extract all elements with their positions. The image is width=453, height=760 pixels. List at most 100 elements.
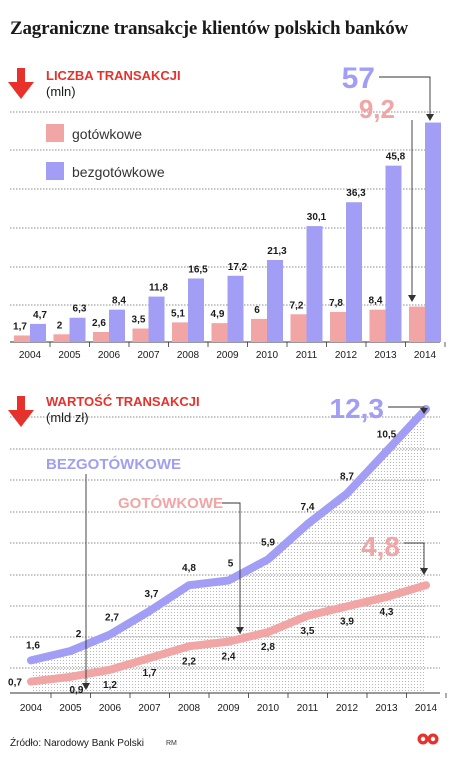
data-label-cash: 2,4 — [222, 652, 236, 663]
x-tick-label: 2013 — [375, 703, 398, 714]
x-tick-label: 2014 — [415, 703, 438, 714]
bar-noncash — [69, 317, 86, 342]
legend-swatch-noncash — [46, 162, 64, 180]
leader-arrow-cash — [408, 295, 416, 302]
leader-arrow-series-cash — [236, 627, 244, 634]
transaction-value-chart: 2004 2005 2006 2007 2008 2009 2010 2011 2012 2013… — [8, 393, 447, 714]
x-tick-label: 2005 — [59, 703, 82, 714]
author-initials: RM — [166, 740, 177, 747]
data-label-cash: 5,1 — [171, 308, 185, 319]
x-tick-label: 2014 — [414, 350, 437, 361]
data-label-noncash: 30,1 — [307, 212, 327, 223]
data-label-noncash: 3,7 — [145, 589, 159, 600]
source-note: Źródło: Narodowy Bank Polski — [10, 738, 144, 749]
x-tick-label: 2009 — [216, 350, 239, 361]
leader-line-noncash — [379, 76, 431, 118]
x-tick-label: 2007 — [138, 703, 161, 714]
data-label-noncash: 4,7 — [33, 310, 47, 321]
leader-arrow-series-noncash — [82, 683, 90, 690]
bar-noncash — [109, 309, 125, 342]
legend-item-noncash: bezgotówkowe — [46, 162, 165, 180]
leader-arrow-cash — [420, 568, 428, 575]
data-label-cash: 6 — [254, 305, 260, 316]
bar-cash — [93, 331, 109, 342]
data-label-noncash: 10,5 — [377, 429, 397, 440]
data-label-noncash: 5 — [228, 559, 234, 570]
x-tick-label: 2007 — [137, 350, 160, 361]
data-label-cash: 7,8 — [329, 298, 343, 309]
big-label-noncash: 57 — [342, 62, 375, 95]
data-label-cash: 1,7 — [143, 668, 157, 679]
series-label-noncash: BEZGOTÓWKOWE — [46, 455, 181, 473]
leader-line-cash — [404, 542, 425, 572]
bar-noncash — [306, 226, 323, 342]
data-label-cash: 8,4 — [369, 296, 383, 307]
x-tick-label: 2011 — [296, 350, 318, 361]
data-label-noncash: 8,4 — [112, 296, 126, 307]
data-label-cash: 3,9 — [340, 616, 354, 627]
bar-noncash — [267, 259, 283, 342]
bar-cash — [251, 318, 267, 342]
data-label-cash: 7,2 — [290, 300, 304, 311]
x-tick-label: 2010 — [257, 703, 280, 714]
data-label-noncash: 11,8 — [149, 283, 168, 294]
legend-item-cash: gotówkowe — [46, 124, 142, 142]
data-label-noncash: 45,8 — [386, 152, 406, 163]
bar-cash — [53, 334, 70, 342]
bar-noncash — [30, 323, 46, 342]
bar-cash — [132, 328, 149, 342]
x-tick-label: 2008 — [178, 703, 201, 714]
big-label-noncash: 12,3 — [330, 393, 385, 424]
series-label-cash: GOTÓWKOWE — [118, 494, 223, 512]
x-tick-label: 2004 — [20, 703, 43, 714]
logo-icon — [417, 733, 439, 745]
data-label-cash: 3,5 — [301, 626, 315, 637]
bar-cash — [409, 306, 425, 342]
data-label-noncash: 16,5 — [188, 264, 208, 275]
bars-section-title: LICZBA TRANSAKCJI — [46, 68, 181, 83]
bar-cash — [369, 309, 386, 342]
data-label-noncash: 8,7 — [340, 472, 354, 483]
x-tick-label: 2006 — [99, 703, 122, 714]
x-tick-label: 2008 — [177, 350, 200, 361]
bar-cash — [290, 314, 307, 342]
legend-label-cash: gotówkowe — [72, 126, 143, 142]
bar-noncash — [346, 202, 362, 342]
big-label-cash: 9,2 — [359, 94, 395, 124]
legend-swatch-cash — [46, 124, 64, 142]
data-label-noncash: 21,3 — [267, 246, 287, 257]
data-label-noncash: 4,8 — [182, 563, 196, 574]
legend-label-noncash: bezgotówkowe — [72, 164, 165, 180]
x-tick-label: 2006 — [98, 350, 121, 361]
data-label-cash: 0,9 — [70, 685, 84, 696]
down-arrow-icon — [8, 396, 34, 427]
x-tick-label: 2013 — [374, 350, 397, 361]
data-label-noncash: 36,3 — [346, 188, 366, 199]
x-tick-label: 2010 — [256, 350, 279, 361]
big-label-cash: 4,8 — [361, 531, 400, 562]
data-label-cash: 2,2 — [182, 656, 196, 667]
line-noncash — [27, 404, 430, 665]
bar-noncash — [227, 275, 244, 342]
data-label-cash: 4,3 — [380, 607, 394, 618]
data-label-noncash: 2 — [76, 629, 82, 640]
page-title: Zagraniczne transakcje klientów polskich… — [10, 18, 409, 39]
bar-noncash — [385, 165, 402, 342]
leader-line-series-cash — [222, 502, 241, 630]
bar-noncash — [188, 278, 204, 342]
data-label-noncash: 17,2 — [228, 262, 248, 273]
bar-cash — [330, 311, 346, 342]
data-label-noncash: 7,4 — [301, 502, 315, 513]
data-label-cash: 2 — [57, 320, 63, 331]
area-section-unit: (mld zł) — [46, 410, 89, 425]
area-fill — [31, 408, 426, 693]
transaction-count-chart: 2004 1,7 4,7 2005 2 6,3 2006 2,6 8,4 2007 3,5 11,8 2… — [10, 62, 446, 361]
bar-noncash — [425, 122, 441, 342]
data-label-cash: 1,7 — [13, 321, 27, 332]
data-label-cash: 2,6 — [92, 318, 106, 329]
bar-cash — [211, 323, 228, 342]
x-tick-label: 2012 — [335, 350, 358, 361]
bar-cash — [14, 335, 30, 342]
x-tick-label: 2012 — [336, 703, 359, 714]
leader-arrow-noncash — [426, 114, 434, 121]
